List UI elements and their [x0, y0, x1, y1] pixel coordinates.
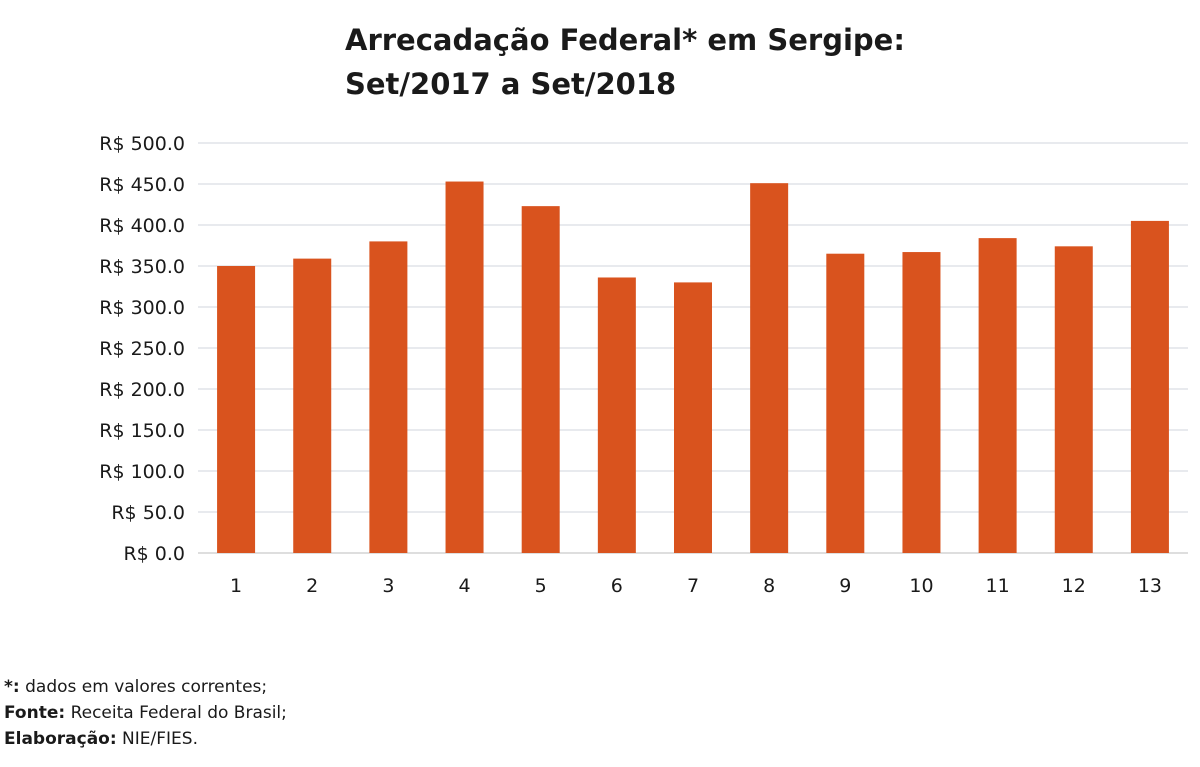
note-author: Elaboração: NIE/FIES. [4, 726, 287, 752]
bars [217, 181, 1169, 554]
y-tick-label: R$ 450.0 [99, 174, 185, 196]
bar [293, 258, 332, 553]
bar [445, 181, 484, 554]
y-axis-ticks: R$ 0.0 R$ 50.0 R$ 100.0 R$ 150.0 R$ 200.0 R$ … [99, 133, 185, 565]
y-tick-label: R$ 150.0 [99, 420, 185, 442]
note-author-label: Elaboração: [4, 729, 117, 749]
x-tick-label: 9 [839, 575, 851, 597]
x-tick-label: 11 [986, 575, 1010, 597]
y-tick-label: R$ 300.0 [99, 297, 185, 319]
note-source-label: Fonte: [4, 703, 66, 723]
x-tick-label: 2 [306, 575, 318, 597]
y-tick-label: R$ 100.0 [99, 461, 185, 483]
chart-title: Arrecadação Federal* em Sergipe: Set/201… [345, 18, 905, 106]
y-tick-label: R$ 350.0 [99, 256, 185, 278]
bar [1054, 246, 1093, 553]
y-tick-label: R$ 500.0 [99, 133, 185, 155]
y-tick-label: R$ 50.0 [111, 502, 185, 524]
note-values-label: *: [4, 677, 20, 697]
x-tick-label: 1 [230, 575, 242, 597]
x-tick-label: 7 [687, 575, 699, 597]
y-tick-label: R$ 400.0 [99, 215, 185, 237]
x-tick-label: 5 [535, 575, 547, 597]
y-tick-label: R$ 200.0 [99, 379, 185, 401]
bar [826, 253, 865, 553]
bar [902, 252, 941, 553]
x-tick-label: 13 [1138, 575, 1162, 597]
x-tick-label: 3 [382, 575, 394, 597]
bar [369, 241, 408, 553]
note-author-text: NIE/FIES. [116, 729, 198, 749]
chart-title-line-2: Set/2017 a Set/2018 [345, 67, 677, 101]
bar-chart: R$ 0.0 R$ 50.0 R$ 100.0 R$ 150.0 R$ 200.0 R$ … [99, 133, 1188, 597]
bar [521, 206, 560, 553]
note-values-text: dados em valores correntes; [19, 677, 268, 697]
x-tick-label: 6 [611, 575, 623, 597]
bar [597, 277, 636, 553]
bar [1130, 220, 1169, 553]
y-tick-label: R$ 0.0 [123, 543, 185, 565]
x-tick-label: 10 [909, 575, 933, 597]
x-tick-label: 4 [458, 575, 470, 597]
chart-title-line-1: Arrecadação Federal* em Sergipe: [345, 23, 905, 57]
x-tick-label: 12 [1062, 575, 1086, 597]
chart-notes: *: dados em valores correntes; Fonte: Re… [4, 674, 287, 752]
bar [750, 183, 789, 553]
note-source-text: Receita Federal do Brasil; [65, 703, 287, 723]
bar [674, 282, 712, 553]
bar [978, 238, 1017, 553]
x-axis-ticks: 1 2 3 4 5 6 7 8 9 10 11 12 13 [230, 575, 1162, 597]
bar [217, 266, 256, 553]
x-tick-label: 8 [763, 575, 775, 597]
note-source: Fonte: Receita Federal do Brasil; [4, 700, 287, 726]
y-tick-label: R$ 250.0 [99, 338, 185, 360]
note-values: *: dados em valores correntes; [4, 674, 287, 700]
